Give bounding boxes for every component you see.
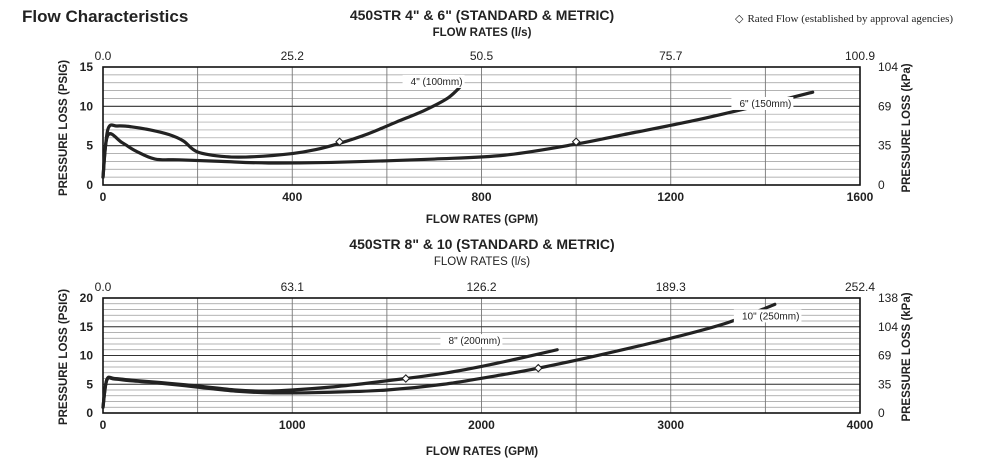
x-tick-label: 0 xyxy=(100,418,107,432)
page-title: Flow Characteristics xyxy=(22,7,188,26)
plot-frame xyxy=(102,66,861,186)
series-label-bg xyxy=(402,74,465,88)
x-tick-label: 400 xyxy=(282,190,302,204)
rated-flow-marker xyxy=(401,374,411,383)
y2-tick-label: 69 xyxy=(878,349,892,363)
x-tick-label: 1600 xyxy=(847,190,874,204)
y-tick-label: 15 xyxy=(80,320,94,334)
chart-450str-8-10: 0 1000 2000 3000 4000 0.0 63.1 126.2 189.3 252.4 0… xyxy=(80,280,899,432)
series-label: 8" (200mm) xyxy=(449,336,501,347)
y-tick-label: 20 xyxy=(80,291,94,305)
chart1-y-label: PRESSURE LOSS (PSIG) xyxy=(58,60,70,196)
series-line-1 xyxy=(101,302,777,409)
y-tick-label: 5 xyxy=(86,139,93,153)
rated-flow-marker xyxy=(571,137,581,147)
x2-tick-label: 0.0 xyxy=(95,280,112,294)
series-line-0 xyxy=(101,82,465,179)
x-tick-label: 3000 xyxy=(657,418,684,432)
x2-tick-label: 25.2 xyxy=(281,49,305,63)
series-label-bg xyxy=(733,309,802,323)
y2-tick-label: 69 xyxy=(878,99,892,113)
y2-tick-label: 35 xyxy=(878,139,892,153)
y2-tick-label: 35 xyxy=(878,377,892,391)
x-tick-label: 1000 xyxy=(279,418,306,432)
plot-frame xyxy=(102,297,861,414)
x-tick-label: 800 xyxy=(471,190,491,204)
series-label: 6" (150mm) xyxy=(739,99,791,110)
chart1-y2-label: PRESSURE LOSS (kPa) xyxy=(901,63,913,192)
y2-tick-label: 104 xyxy=(878,60,898,74)
rated-flow-marker xyxy=(335,137,344,147)
diamond-icon: ◇ xyxy=(735,13,744,25)
series-label: 4" (100mm) xyxy=(411,77,463,88)
y2-tick-label: 104 xyxy=(878,320,898,334)
y-tick-label: 10 xyxy=(80,349,94,363)
series-line-1 xyxy=(101,90,815,179)
x2-tick-label: 0.0 xyxy=(95,49,112,63)
chart1-x-label: FLOW RATES (GPM) xyxy=(426,214,538,226)
x2-tick-label: 75.7 xyxy=(659,49,683,63)
x2-tick-label: 63.1 xyxy=(281,280,305,294)
legend-rated-flow: ◇ Rated Flow (established by approval age… xyxy=(735,13,953,25)
y-tick-label: 10 xyxy=(80,99,94,113)
chart-450str-4-6: 0 400 800 1200 1600 0.0 25.2 50.5 75.7 100.9 0 5 10 1… xyxy=(80,49,899,204)
y2-tick-label: 138 xyxy=(878,291,898,305)
chart1-title: 450STR 4" & 6" (STANDARD & METRIC) xyxy=(350,7,614,23)
y2-tick-label: 0 xyxy=(878,406,885,420)
chart2-y-label: PRESSURE LOSS (PSIG) xyxy=(58,289,70,425)
y-tick-label: 0 xyxy=(86,406,93,420)
legend-rated-flow-text: Rated Flow (established by approval agen… xyxy=(747,13,953,25)
series-label: 10" (250mm) xyxy=(742,311,799,322)
x-tick-label: 2000 xyxy=(468,418,495,432)
series-label-bg xyxy=(440,334,503,348)
chart2-x2-label: FLOW RATES (l/s) xyxy=(434,256,530,268)
chart2-x-label: FLOW RATES (GPM) xyxy=(426,446,538,458)
y-tick-label: 15 xyxy=(80,60,94,74)
x2-tick-label: 50.5 xyxy=(470,49,494,63)
rated-flow-marker xyxy=(533,363,543,373)
x2-tick-label: 126.2 xyxy=(466,280,496,294)
x-tick-label: 4000 xyxy=(847,418,874,432)
series-label-bg xyxy=(731,96,794,110)
chart1-x2-label: FLOW RATES (l/s) xyxy=(433,27,532,39)
x-tick-label: 1200 xyxy=(657,190,684,204)
y-tick-label: 5 xyxy=(86,377,93,391)
chart2-y2-label: PRESSURE LOSS (kPa) xyxy=(901,292,913,421)
x2-tick-label: 100.9 xyxy=(845,49,875,63)
x2-tick-label: 252.4 xyxy=(845,280,875,294)
y-tick-label: 0 xyxy=(86,178,93,192)
y2-tick-label: 0 xyxy=(878,178,885,192)
chart2-title: 450STR 8" & 10 (STANDARD & METRIC) xyxy=(349,236,614,252)
x-tick-label: 0 xyxy=(100,190,107,204)
x2-tick-label: 189.3 xyxy=(656,280,686,294)
